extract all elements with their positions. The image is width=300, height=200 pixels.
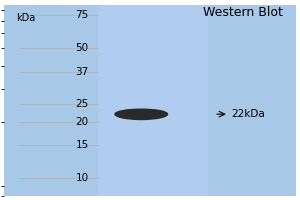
Text: Western Blot: Western Blot <box>203 6 283 19</box>
Bar <box>98 5 208 196</box>
Text: 75: 75 <box>76 10 89 20</box>
Text: 15: 15 <box>76 140 89 150</box>
Text: kDa: kDa <box>16 13 35 23</box>
Ellipse shape <box>115 109 167 119</box>
Text: 10: 10 <box>76 173 89 183</box>
Text: 37: 37 <box>76 67 89 77</box>
Text: 20: 20 <box>76 117 89 127</box>
Text: 22kDa: 22kDa <box>232 109 266 119</box>
Text: 50: 50 <box>76 43 89 53</box>
Text: 25: 25 <box>76 99 89 109</box>
